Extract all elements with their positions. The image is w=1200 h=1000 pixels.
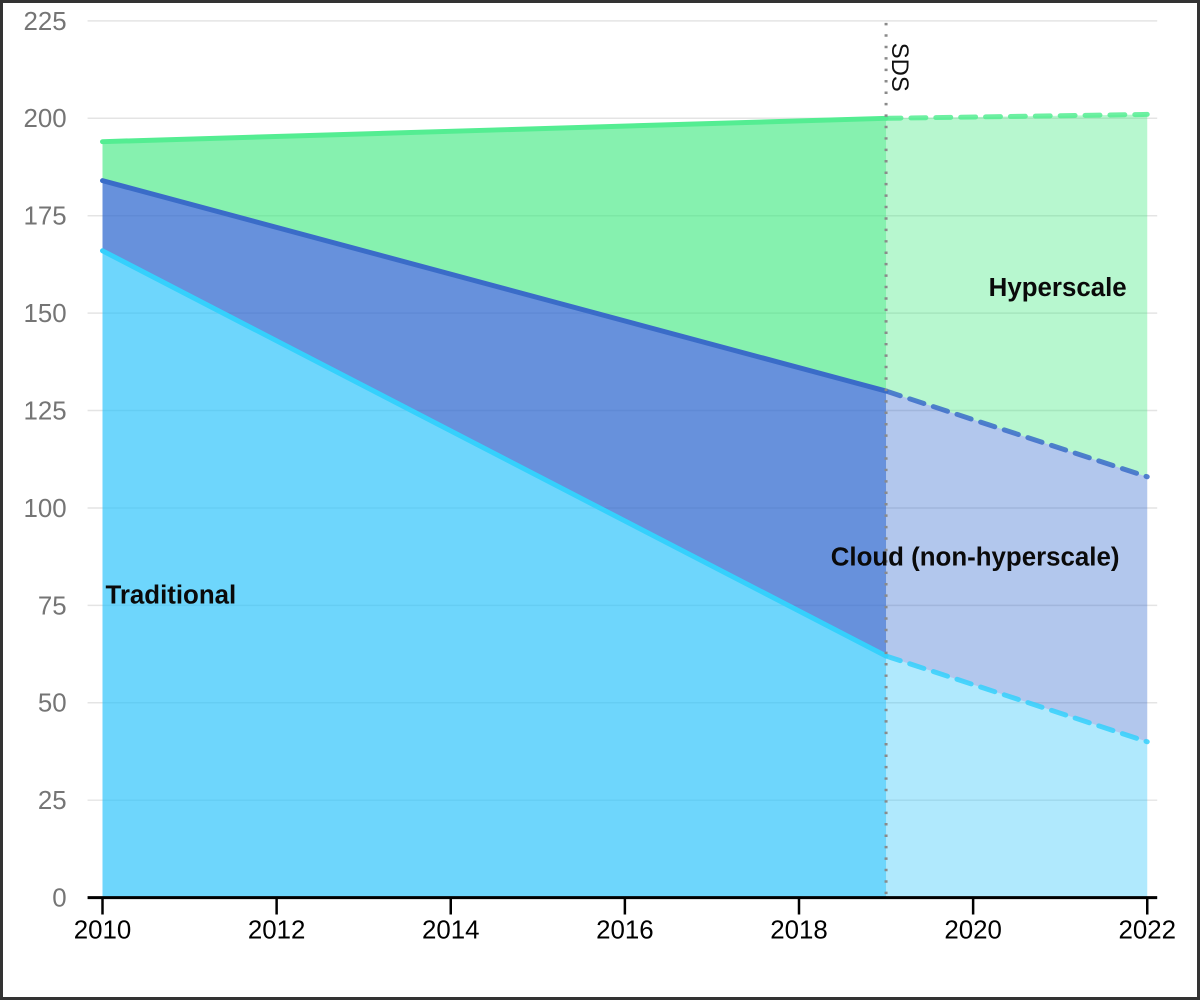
line-hyperscale-forecast: [883, 111, 1150, 121]
area-labels: Traditional Cloud (non-hyperscale) Hypersc…: [105, 274, 1126, 609]
y-tick-label: 0: [52, 885, 66, 913]
line-hyperscale-actual: [100, 115, 889, 145]
x-tick-label: 2018: [770, 916, 828, 944]
area-label-hyperscale: Hyperscale: [989, 274, 1127, 302]
area-hyperscale-actual: [102, 118, 887, 392]
area-traditional-forecast: [886, 656, 1148, 898]
area-traditional-actual: [102, 250, 887, 898]
area-label-traditional: Traditional: [105, 581, 236, 609]
x-tick-label: 2016: [596, 916, 654, 944]
x-tick-label: 2020: [944, 916, 1002, 944]
y-tick-label: 225: [24, 8, 67, 36]
x-tick-label: 2010: [74, 916, 132, 944]
area-cloud-non-hyperscale-forecast: [886, 391, 1148, 742]
series-boundary-lines: [100, 111, 1150, 745]
line-cloud-non-hyperscale-actual: [100, 178, 889, 394]
area-label-cloud-non-hyperscale: Cloud (non-hyperscale): [831, 544, 1120, 572]
y-tick-label: 175: [24, 203, 67, 231]
x-tick-label: 2012: [248, 916, 306, 944]
area-cloud-non-hyperscale-actual: [102, 180, 887, 657]
line-traditional-actual: [100, 248, 889, 659]
y-tick-label: 200: [24, 105, 67, 133]
sds-label: SDS: [886, 43, 913, 92]
y-tick-label: 125: [24, 397, 67, 425]
x-tick-label: 2022: [1118, 916, 1176, 944]
y-tick-label: 50: [38, 690, 67, 718]
x-axis-labels: 2010 2012 2014 2016 2018 2020 2022: [74, 897, 1176, 944]
y-axis-labels: 0 25 50 75 100 125 150 175 200 225: [24, 8, 67, 913]
line-cloud-non-hyperscale-forecast: [883, 388, 1150, 480]
y-tick-label: 100: [24, 495, 67, 523]
stacked-area-chart: 0 25 50 75 100 125 150 175 200 225 SDS 2010 2012 2014…: [24, 8, 1176, 945]
x-tick-label: 2014: [422, 916, 480, 944]
y-tick-label: 150: [24, 300, 67, 328]
line-traditional-forecast: [883, 653, 1150, 745]
area-hyperscale-forecast: [886, 114, 1148, 477]
series-areas: [102, 114, 1148, 898]
y-tick-label: 25: [38, 787, 67, 815]
y-tick-label: 75: [38, 592, 67, 620]
